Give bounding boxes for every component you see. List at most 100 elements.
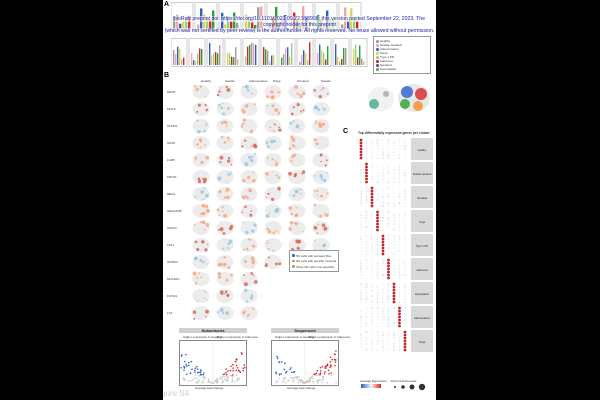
- bar: [271, 55, 273, 65]
- bar: [327, 46, 329, 65]
- heatmap-dot: [371, 268, 373, 270]
- umap-tile: [192, 136, 210, 150]
- heatmap-dot: [376, 178, 379, 180]
- heatmap-dot: [376, 193, 379, 195]
- bar: [287, 47, 289, 65]
- bar: [249, 44, 251, 65]
- heatmap-dot: [360, 220, 362, 222]
- heatmap-dot: [393, 253, 395, 255]
- heatmap-dot: [388, 178, 389, 180]
- volcano-right-xlabel: Average log2 change: [287, 386, 316, 390]
- volcano-point: [309, 376, 311, 379]
- volcano-point: [180, 355, 183, 357]
- heatmap-dot: [399, 190, 400, 192]
- legend-a-swatch: [376, 48, 379, 51]
- umap-tile: [312, 170, 330, 184]
- heatmap-dot: [381, 252, 385, 256]
- volcano-point: [193, 377, 196, 379]
- heatmap-dot: [404, 229, 406, 231]
- heatmap-dot: [404, 244, 406, 246]
- heatmap-dot: [371, 259, 373, 261]
- heatmap-dot: [387, 295, 390, 297]
- umap-tile: [288, 102, 306, 116]
- volcano-point: [232, 367, 234, 369]
- heatmap-dot: [360, 214, 362, 216]
- heatmap-dot: [393, 175, 395, 177]
- heatmap-dot: [360, 277, 362, 279]
- heatmap-dot: [404, 235, 406, 237]
- heatmap-dot: [404, 271, 406, 273]
- heatmap-dot: [371, 349, 373, 351]
- heatmap-dot: [398, 337, 401, 339]
- size-legend: [394, 383, 426, 391]
- heatmap-dot: [382, 187, 384, 189]
- volcano-point: [220, 378, 222, 380]
- heatmap-dot: [387, 166, 390, 168]
- volcano-right-left-label: Higher expression in Healthy: [275, 335, 314, 339]
- heatmap-dot: [387, 139, 390, 141]
- heatmap-dot: [387, 238, 390, 240]
- volcano-point: [296, 376, 299, 379]
- heatmap-dot: [382, 211, 384, 213]
- bar: [303, 50, 305, 65]
- heatmap-dot: [404, 268, 406, 270]
- volcano-point: [322, 378, 324, 380]
- volcano-point: [331, 358, 334, 361]
- bar: [245, 56, 247, 65]
- heatmap-dot: [371, 262, 373, 264]
- heatmap-dot: [404, 223, 406, 225]
- bar: [247, 46, 249, 65]
- heatmap-dot: [403, 330, 407, 334]
- heatmap-dot: [360, 172, 362, 174]
- volcano-point: [210, 382, 213, 384]
- heatmap-dot: [365, 142, 368, 144]
- heatmap-dot: [403, 345, 407, 349]
- bar: [319, 44, 321, 65]
- umap-tile: [312, 187, 330, 201]
- gene-label: TFF1: [167, 243, 175, 247]
- gene-label: SPINK4: [167, 260, 178, 264]
- heatmap-dot: [404, 199, 406, 201]
- bar: [201, 49, 203, 65]
- volcano-point: [235, 369, 238, 372]
- heatmap-dot: [398, 306, 401, 310]
- heatmap-dot: [365, 307, 368, 309]
- volcano-point: [212, 381, 215, 384]
- volcano-point: [329, 361, 332, 363]
- volcano-point: [221, 376, 224, 378]
- volcano-point: [293, 378, 295, 381]
- heatmap-dot: [388, 292, 389, 294]
- heatmap-dot: [382, 151, 384, 153]
- umap-column-header: Serrated: [297, 79, 309, 83]
- volcano-point: [280, 360, 283, 363]
- bar: [209, 20, 212, 29]
- heatmap-dot: [388, 250, 389, 252]
- gene-label: MUC2: [167, 107, 176, 111]
- heatmap-dot: [399, 151, 400, 153]
- volcano-point: [287, 379, 289, 382]
- heatmap-dot: [371, 244, 373, 246]
- volcano-point: [333, 353, 336, 356]
- heatmap-dot: [376, 271, 379, 273]
- volcano-point: [294, 376, 296, 379]
- heatmap-dot: [382, 175, 384, 177]
- heatmap-dot: [371, 241, 373, 243]
- bar: [291, 42, 293, 65]
- heatmap-dot: [382, 214, 384, 216]
- heatmap-dot: [393, 223, 395, 225]
- volcano-point: [236, 379, 239, 382]
- volcano-left-title: Subsetsorts: [179, 328, 247, 333]
- heatmap-dot: [371, 214, 373, 216]
- volcano-point: [225, 374, 228, 376]
- volcano-point: [238, 378, 241, 380]
- heatmap-dot: [382, 301, 384, 303]
- heatmap-dot: [365, 202, 368, 204]
- bar: [265, 49, 267, 65]
- heatmap-dot: [360, 310, 362, 312]
- heatmap-dot: [393, 259, 395, 261]
- legend-a-label: Type 1 PD: [380, 55, 395, 60]
- heatmap-dot: [387, 261, 390, 265]
- volcano-point: [310, 376, 313, 379]
- heatmap-dot: [371, 229, 373, 231]
- volcano-right-plot: [271, 340, 339, 386]
